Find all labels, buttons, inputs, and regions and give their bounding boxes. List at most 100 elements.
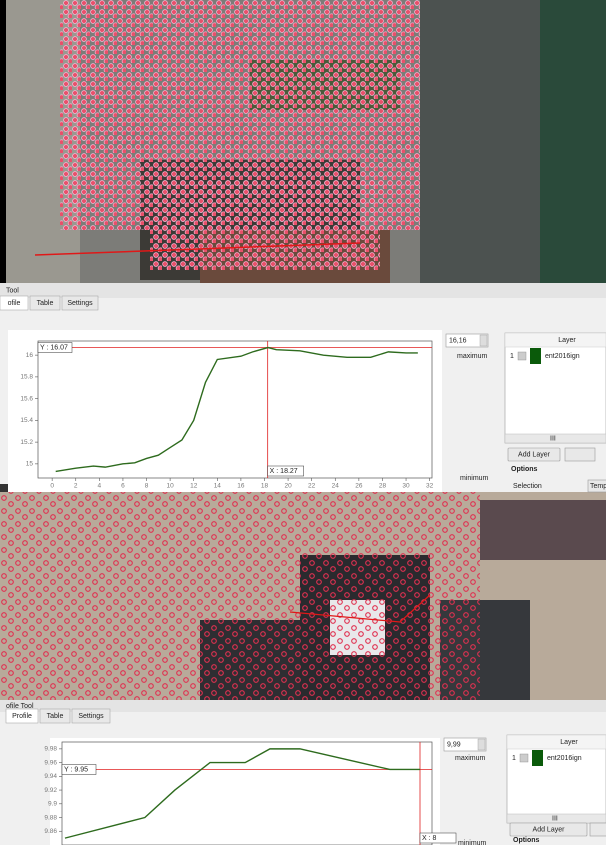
layer-header-bg (506, 734, 606, 750)
options-label: Options (511, 466, 538, 473)
y-tick-label: 9.88 (44, 814, 57, 821)
x-tick-label: 12 (190, 483, 198, 490)
tab-label[interactable]: Settings (78, 713, 104, 720)
scrollbar-grip: III (550, 435, 556, 442)
aerial-image-bottom (0, 492, 606, 700)
layer-header: Layer (558, 337, 576, 344)
minimum-label: minimum (460, 475, 489, 482)
spinbox-value[interactable]: 16,16 (449, 337, 467, 344)
x-tick-label: 14 (214, 483, 222, 490)
layer-header: Layer (560, 739, 578, 746)
x-tick-label: 20 (284, 483, 292, 490)
add-layer-label[interactable]: Add Layer (533, 826, 566, 833)
x-tick-label: 28 (379, 483, 387, 490)
aerial-image-top (0, 0, 606, 283)
y-tick-label: 15.2 (20, 439, 33, 446)
second-button[interactable] (564, 447, 596, 462)
spinbox[interactable] (445, 333, 489, 348)
layer-color (530, 348, 541, 364)
layer-checkbox[interactable] (519, 753, 529, 763)
layer-header-bg (504, 332, 606, 348)
crosshair-y-box (37, 342, 73, 353)
x-tick-label: 30 (402, 483, 410, 490)
plot-area (37, 340, 433, 479)
y-tick-label: 15.8 (20, 374, 33, 381)
tab-label[interactable]: Profile (12, 713, 32, 720)
layer-color (532, 750, 543, 766)
tab[interactable] (5, 708, 39, 724)
title-bar (0, 283, 606, 298)
x-tick-label: 16 (237, 483, 245, 490)
add-layer-button[interactable] (507, 447, 561, 462)
y-tick-label: 15.6 (20, 395, 33, 402)
x-tick-label: 18 (261, 483, 269, 490)
x-tick-label: 10 (167, 483, 175, 490)
spinbox[interactable] (443, 737, 487, 752)
y-tick-label: 9.96 (44, 759, 57, 766)
plot-area (61, 741, 433, 845)
selection-label: Selection (513, 483, 542, 490)
corner-icon (0, 484, 8, 492)
x-tick-label: 4 (98, 483, 102, 490)
second-button[interactable] (589, 822, 606, 837)
crosshair-x-label: X : 18.27 (270, 468, 298, 475)
crosshair-y-box (61, 764, 97, 775)
y-tick-label: 9.86 (44, 828, 57, 835)
y-tick-label: 16 (26, 352, 34, 359)
options-label: Options (513, 837, 540, 844)
minimum-label: minimum (458, 840, 487, 845)
add-layer-button[interactable] (509, 822, 588, 837)
y-tick-label: 15.4 (20, 417, 33, 424)
panel-title: Tool (6, 287, 19, 294)
crosshair-x-box (419, 832, 457, 844)
layer-index: 1 (512, 755, 516, 762)
tab-label[interactable]: Table (47, 713, 64, 720)
spin-button[interactable] (477, 738, 486, 751)
scrollbar[interactable] (504, 433, 606, 444)
tab[interactable] (0, 295, 29, 311)
y-tick-label: 9.98 (44, 746, 57, 753)
profile-line (55, 346, 418, 473)
crosshair-y-label: Y : 9.95 (64, 766, 88, 773)
crosshair-y-label: Y : 16.07 (40, 344, 68, 351)
panel-title: ofile Tool (6, 703, 34, 710)
spinbox-value[interactable]: 9,99 (447, 741, 461, 748)
title-bar (0, 700, 606, 712)
temp-label[interactable]: Temp (590, 483, 606, 490)
y-tick-label: 9.92 (44, 787, 57, 794)
y-tick-label: 9.9 (48, 801, 57, 808)
temp-button[interactable] (587, 479, 606, 493)
x-tick-label: 8 (145, 483, 149, 490)
y-tick-label: 9.94 (44, 773, 57, 780)
tab[interactable] (39, 708, 71, 724)
profile-line (64, 748, 421, 839)
add-layer-label[interactable]: Add Layer (518, 451, 551, 458)
x-tick-label: 2 (74, 483, 78, 490)
x-tick-label: 0 (50, 483, 54, 490)
x-tick-label: 26 (355, 483, 363, 490)
tab[interactable] (61, 295, 99, 311)
spin-button[interactable] (479, 334, 488, 347)
layer-checkbox[interactable] (517, 351, 527, 361)
layer-name: ent2016ign (545, 353, 580, 360)
crosshair-x-label: X : 8 (422, 835, 437, 842)
y-tick-label: 15 (26, 461, 34, 468)
x-tick-label: 22 (308, 483, 316, 490)
layer-list (506, 734, 606, 824)
tab-label[interactable]: ofile (8, 300, 21, 307)
layer-index: 1 (510, 353, 514, 360)
maximum-label: maximum (455, 755, 486, 762)
x-tick-label: 24 (332, 483, 340, 490)
tab-label[interactable]: Settings (67, 300, 93, 307)
layer-list (504, 332, 606, 444)
tab[interactable] (71, 708, 111, 724)
crosshair-x-box (267, 465, 304, 477)
layer-name: ent2016ign (547, 755, 582, 762)
x-tick-label: 32 (426, 483, 434, 490)
scrollbar-grip: III (552, 815, 558, 822)
tab-label[interactable]: Table (37, 300, 54, 307)
x-tick-label: 6 (121, 483, 125, 490)
maximum-label: maximum (457, 353, 488, 360)
tab[interactable] (29, 295, 61, 311)
